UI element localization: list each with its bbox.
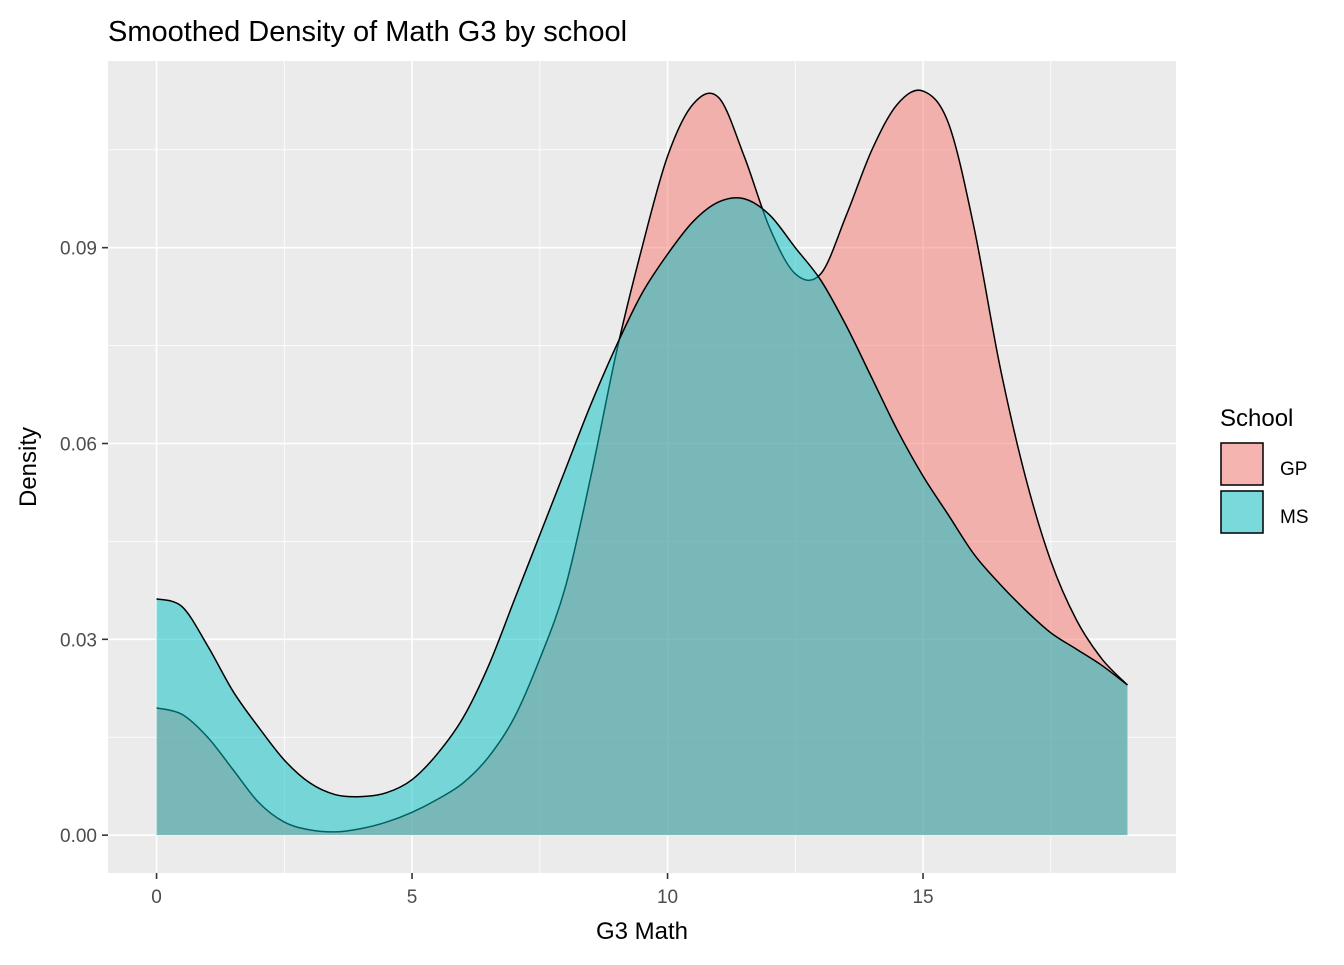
density-areas bbox=[156, 89, 1128, 836]
legend-key-gp bbox=[1220, 442, 1264, 486]
density-area-ms bbox=[156, 197, 1128, 836]
legend-label-ms: MS bbox=[1280, 507, 1309, 528]
legend: School GP MS bbox=[1220, 405, 1309, 534]
x-tick-label: 5 bbox=[407, 887, 418, 908]
x-axis: 0 5 10 15 bbox=[151, 873, 934, 908]
density-line-ms bbox=[156, 197, 1128, 798]
legend-title: School bbox=[1220, 405, 1293, 432]
y-axis: 0.00 0.03 0.06 0.09 bbox=[60, 239, 108, 847]
legend-key-ms bbox=[1220, 490, 1264, 534]
x-axis-label: G3 Math bbox=[596, 918, 688, 945]
y-tick-label: 0.03 bbox=[60, 630, 97, 651]
y-axis-label: Density bbox=[15, 427, 42, 507]
chart-title: Smoothed Density of Math G3 by school bbox=[108, 16, 627, 48]
x-tick-label: 10 bbox=[657, 887, 678, 908]
legend-label-gp: GP bbox=[1280, 459, 1307, 480]
x-tick-label: 15 bbox=[912, 887, 933, 908]
y-tick-label: 0.06 bbox=[60, 435, 97, 456]
y-tick-label: 0.00 bbox=[60, 826, 97, 847]
x-tick-label: 0 bbox=[151, 887, 162, 908]
y-tick-label: 0.09 bbox=[60, 239, 97, 260]
